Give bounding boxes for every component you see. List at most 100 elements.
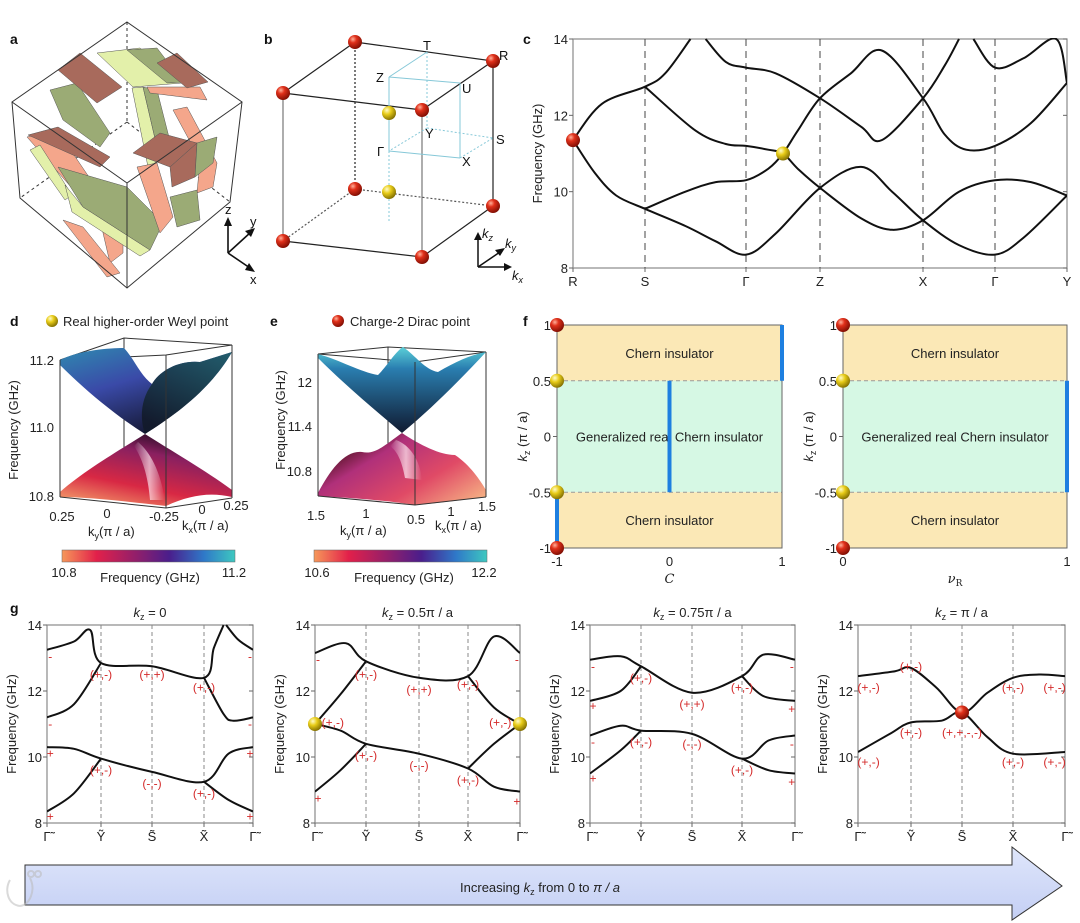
band-line-band-a	[590, 653, 795, 694]
axis-kx-label: kx	[512, 268, 524, 285]
rest: = π / a	[946, 605, 989, 620]
band-line-band-g	[203, 780, 253, 813]
band-line-band-b	[315, 660, 367, 725]
panel-label-e: e	[270, 313, 278, 329]
x-tick-label: 1	[778, 554, 785, 569]
ky-tick: 0.5	[407, 512, 425, 527]
kx-axis-label: kx(π / a)	[182, 518, 229, 535]
parity-annotation: -	[591, 659, 595, 673]
x-tick-label: Γ̃	[43, 829, 55, 844]
y-tick-label: 10	[571, 750, 585, 765]
parity-annotation: (-,-)	[409, 758, 428, 772]
parity-annotation: (+,-)	[193, 786, 215, 800]
y-tick-label: 8	[561, 261, 568, 276]
panel-label-g: g	[10, 600, 19, 616]
point-U: U	[462, 81, 471, 96]
point-T: T	[423, 38, 431, 53]
band-line-band-f	[467, 723, 520, 770]
y-tick-label: -1	[825, 541, 837, 556]
phase-region-chern	[843, 492, 1067, 548]
parity-annotation: +	[590, 771, 597, 785]
x-tick-label: R	[568, 274, 577, 289]
phase-region-chern	[557, 492, 782, 548]
axis-z-label: z	[225, 202, 232, 217]
x-axis-label: νR	[948, 572, 963, 589]
parity-annotation: (+,-)	[900, 725, 922, 739]
ky-tick: 0	[103, 506, 110, 521]
brillouin-zone-cube	[282, 41, 495, 258]
panel-label-c: c	[523, 31, 531, 47]
ky-tick: -0.25	[149, 509, 179, 524]
x-axis-label: C	[665, 572, 675, 587]
phase-region-label: Chern insulator	[625, 346, 714, 361]
y-axis-label: Frequency (GHz)	[4, 674, 19, 774]
parity-annotation: -	[248, 717, 252, 731]
parity-annotation: (+,-)	[630, 735, 652, 749]
parity-annotation: +	[788, 775, 795, 789]
subscript: z	[140, 612, 145, 622]
surface-box-front	[59, 345, 233, 509]
parity-annotation: -	[48, 717, 52, 731]
subscript: z	[389, 612, 394, 622]
point-Z: Z	[376, 70, 384, 85]
plot-title: kz = π / a	[935, 605, 989, 622]
weyl-point	[776, 146, 790, 161]
panel-label-f: f	[523, 313, 528, 329]
parity-annotation: -	[515, 653, 519, 667]
colorbar-min: 10.6	[304, 565, 329, 580]
parity-annotation: (+,-)	[457, 773, 479, 787]
colorbar-max: 12.2	[471, 565, 496, 580]
band-line-band-4	[644, 48, 1067, 210]
x-tick-label: S̃	[148, 829, 157, 844]
var: k	[935, 605, 943, 620]
colorbar-min: 10.8	[51, 565, 76, 580]
panel-e-dirac-dispersion: e Charge-2 Dirac point 12 11.4 10.8 Freq…	[270, 313, 497, 585]
y-tick-label: 10	[296, 750, 310, 765]
kz-direction-arrow: Increasing kz from 0 to π / a	[6, 845, 1063, 921]
k-axes	[474, 232, 512, 271]
parity-annotation: (+,-)	[630, 671, 652, 685]
x-tick-label: Ỹ	[362, 829, 371, 844]
x-tick-label: S̃	[415, 829, 424, 844]
y-tick-label: 8	[846, 816, 853, 831]
parity-annotation: (+,-)	[1043, 755, 1065, 769]
parity-annotation: (+,-)	[457, 677, 479, 691]
parity-annotation: (+,+)	[406, 682, 431, 696]
legend-weyl-label: Real higher-order Weyl point	[63, 314, 229, 329]
parity-annotation: (+,-)	[90, 763, 112, 777]
rest: = 0.5π / a	[393, 605, 454, 620]
charge-2-dirac-point	[836, 318, 850, 332]
rest: = 0.75π / a	[664, 605, 732, 620]
metamaterial-structure	[26, 47, 218, 278]
x-tick-label: Y	[1063, 274, 1072, 289]
band-line-band-2	[573, 38, 692, 141]
weyl-legend-icon	[46, 315, 58, 327]
y-axis-label: Frequency (GHz)	[547, 674, 562, 774]
phase-region-label: Chern insulator	[911, 346, 1000, 361]
panel-label-d: d	[10, 313, 19, 329]
y-tick-label: 0	[544, 430, 551, 445]
parity-annotation: (+,-)	[489, 715, 511, 729]
axis-kz-label: kz	[482, 226, 494, 243]
x-tick-label: Γ	[991, 274, 998, 289]
y-tick-label: -0.5	[529, 485, 551, 500]
parity-annotation: -	[790, 659, 794, 673]
ky-tick: 1	[362, 506, 369, 521]
y-tick-label: 10	[28, 750, 42, 765]
charge-2-dirac-point	[550, 318, 564, 332]
x-tick-label: X̃	[200, 829, 209, 844]
charge-2-dirac-point	[955, 705, 969, 720]
x-tick-label: Z	[816, 274, 824, 289]
axis-ky-label: ky	[505, 236, 517, 253]
parity-annotation: (+,-)	[1002, 755, 1024, 769]
plot-title: kz = 0	[133, 605, 166, 622]
var: k	[653, 605, 661, 620]
kx-tick: 0	[198, 502, 205, 517]
x-tick-label: Γ	[742, 274, 749, 289]
point-R: R	[499, 48, 508, 63]
parity-annotation: (+,-)	[1002, 681, 1024, 695]
x-tick-label: S̃	[958, 829, 967, 844]
